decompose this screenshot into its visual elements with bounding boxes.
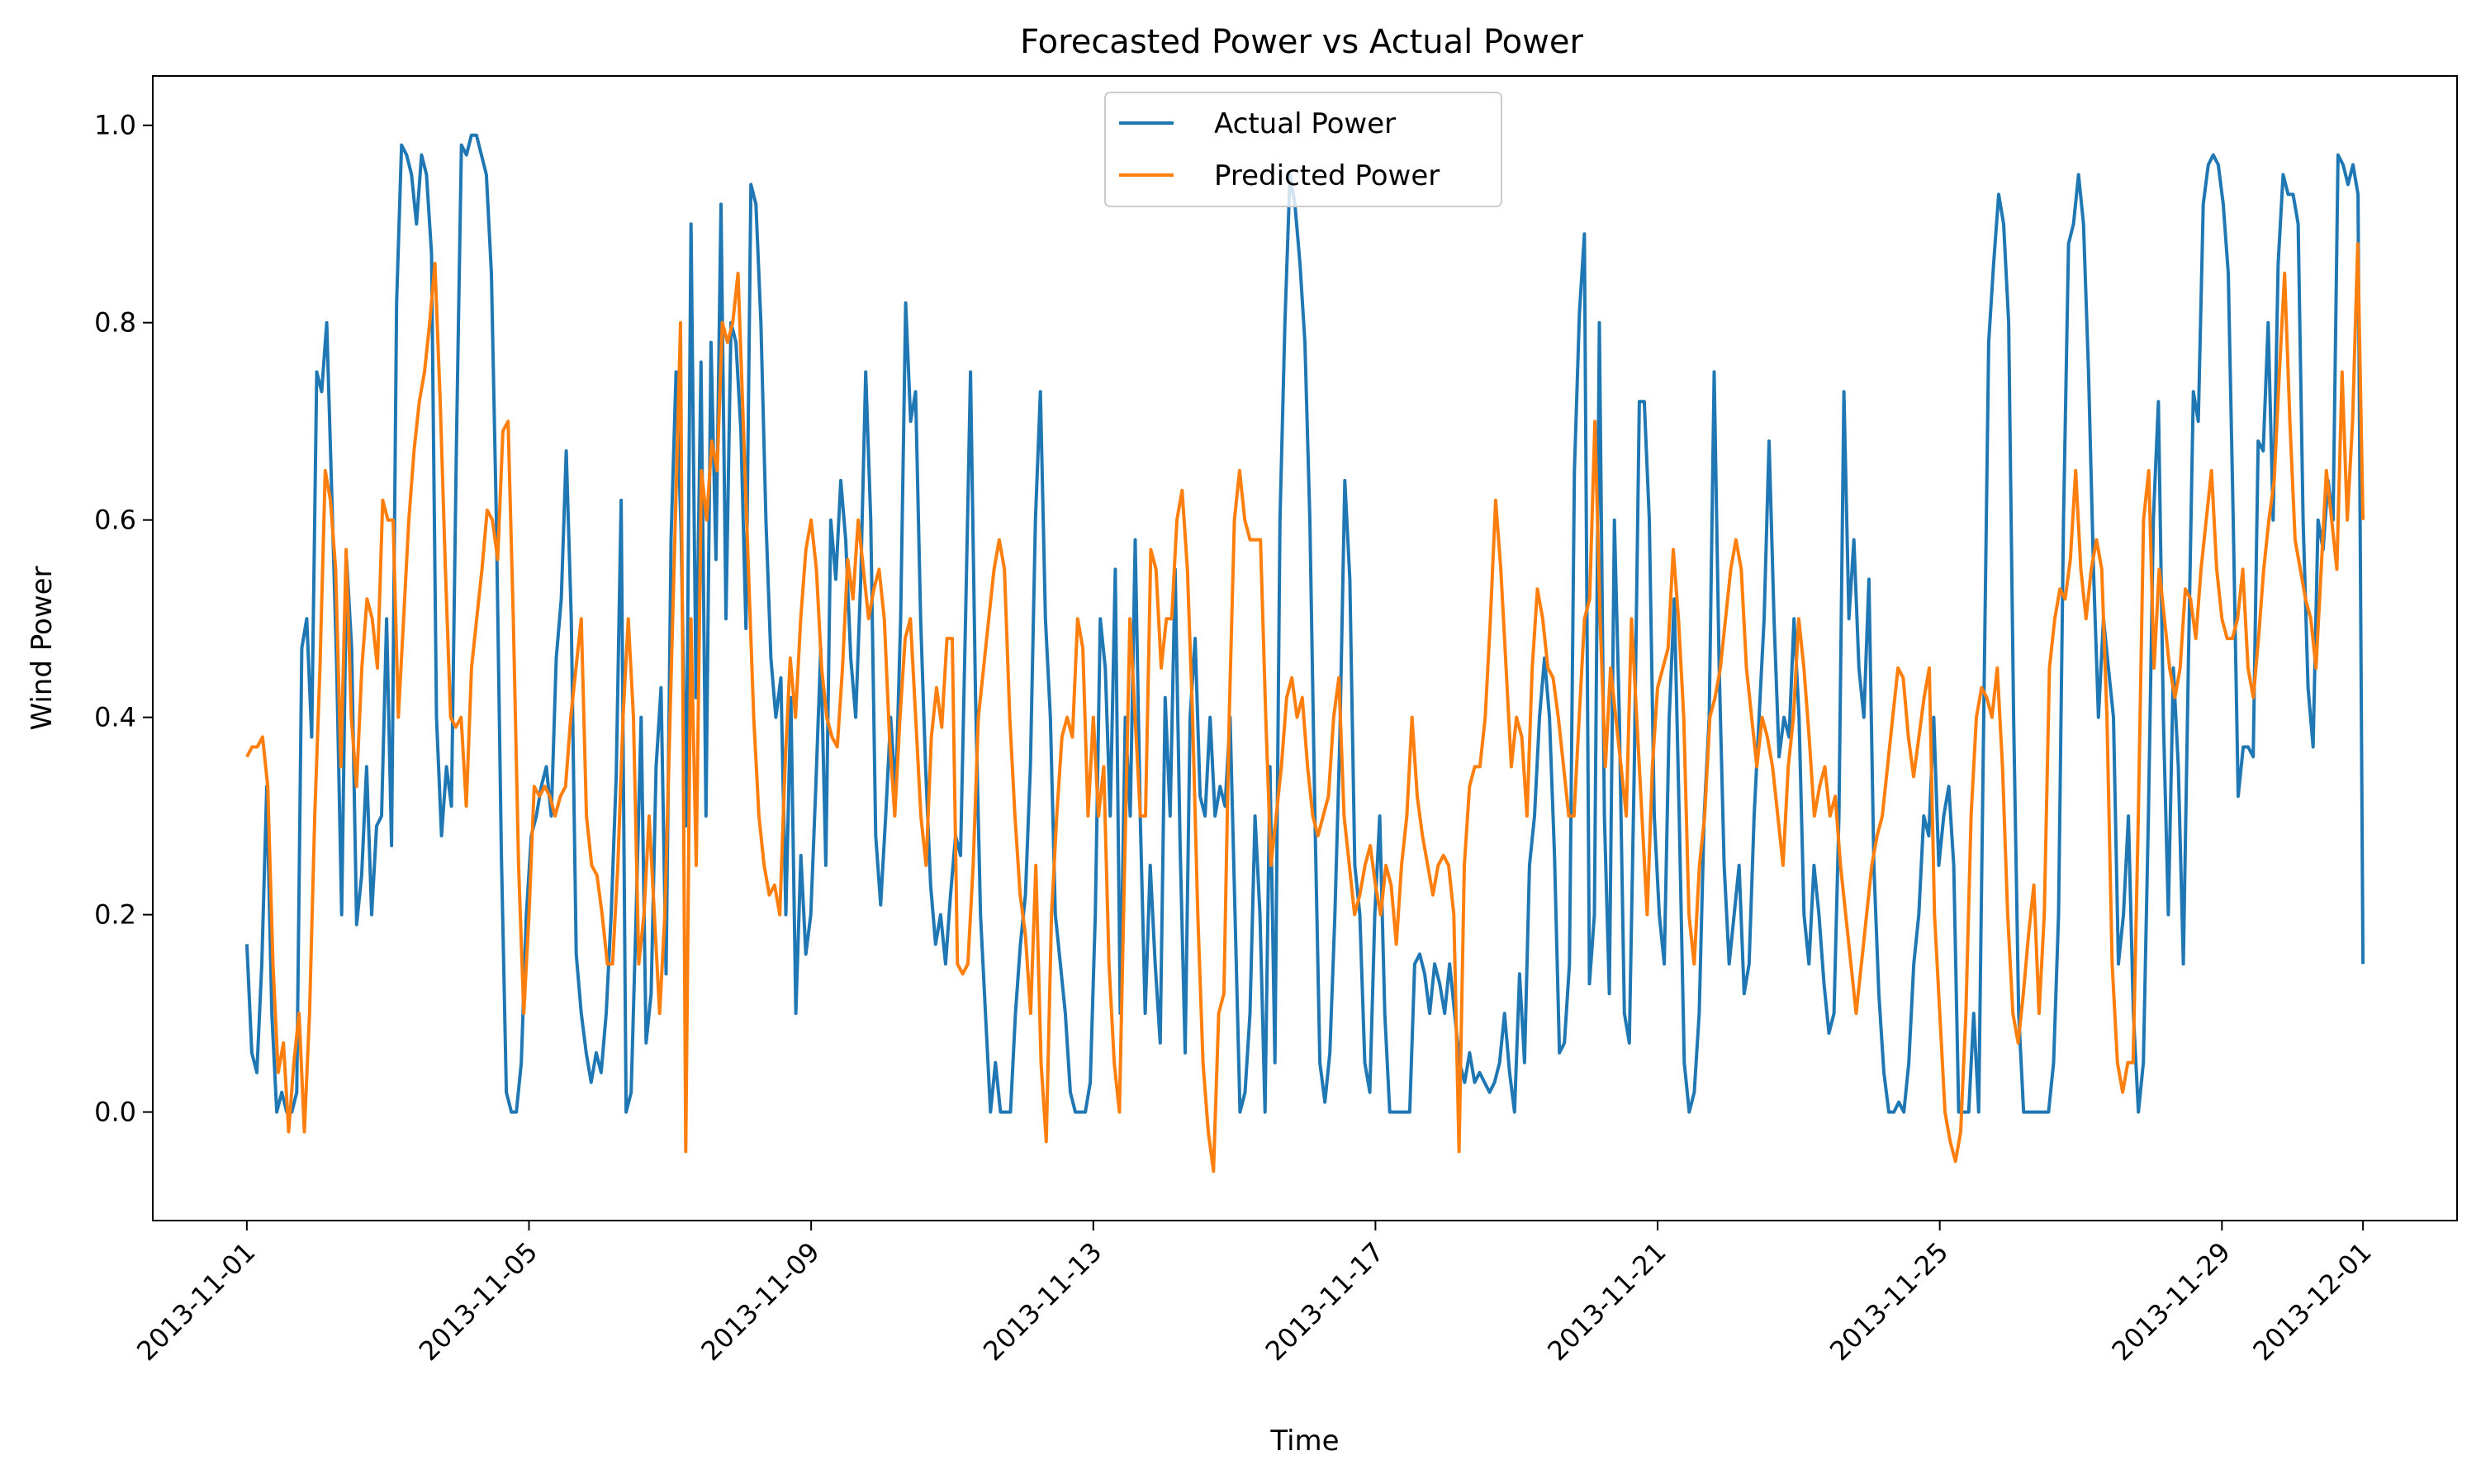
- plot-frame: [152, 75, 2458, 1221]
- y-axis-label: Wind Power: [26, 566, 59, 730]
- legend-label-actual-power: Actual Power: [1214, 107, 1396, 140]
- y-tick-label: 0.2: [94, 899, 136, 931]
- x-axis-label: Time: [1269, 1425, 1339, 1458]
- series-line-predicted-power: [245, 242, 2365, 1173]
- y-axis: 0.0 0.2 0.4 0.6 0.8 1.0: [94, 110, 153, 1128]
- y-tick-label: 0.8: [94, 307, 136, 339]
- y-tick-label: 0.6: [94, 505, 136, 536]
- series-line-actual-power: [244, 133, 2365, 1114]
- legend: Actual Power Predicted Power: [1104, 92, 1502, 207]
- legend-box: [1104, 92, 1502, 207]
- y-tick-label: 0.0: [94, 1097, 136, 1128]
- y-tick-label: 1.0: [94, 110, 136, 141]
- legend-label-predicted-power: Predicted Power: [1214, 159, 1440, 192]
- series-layer: [244, 133, 2365, 1173]
- y-tick-label: 0.4: [94, 702, 136, 733]
- chart-title: Forecasted Power vs Actual Power: [1020, 23, 1583, 61]
